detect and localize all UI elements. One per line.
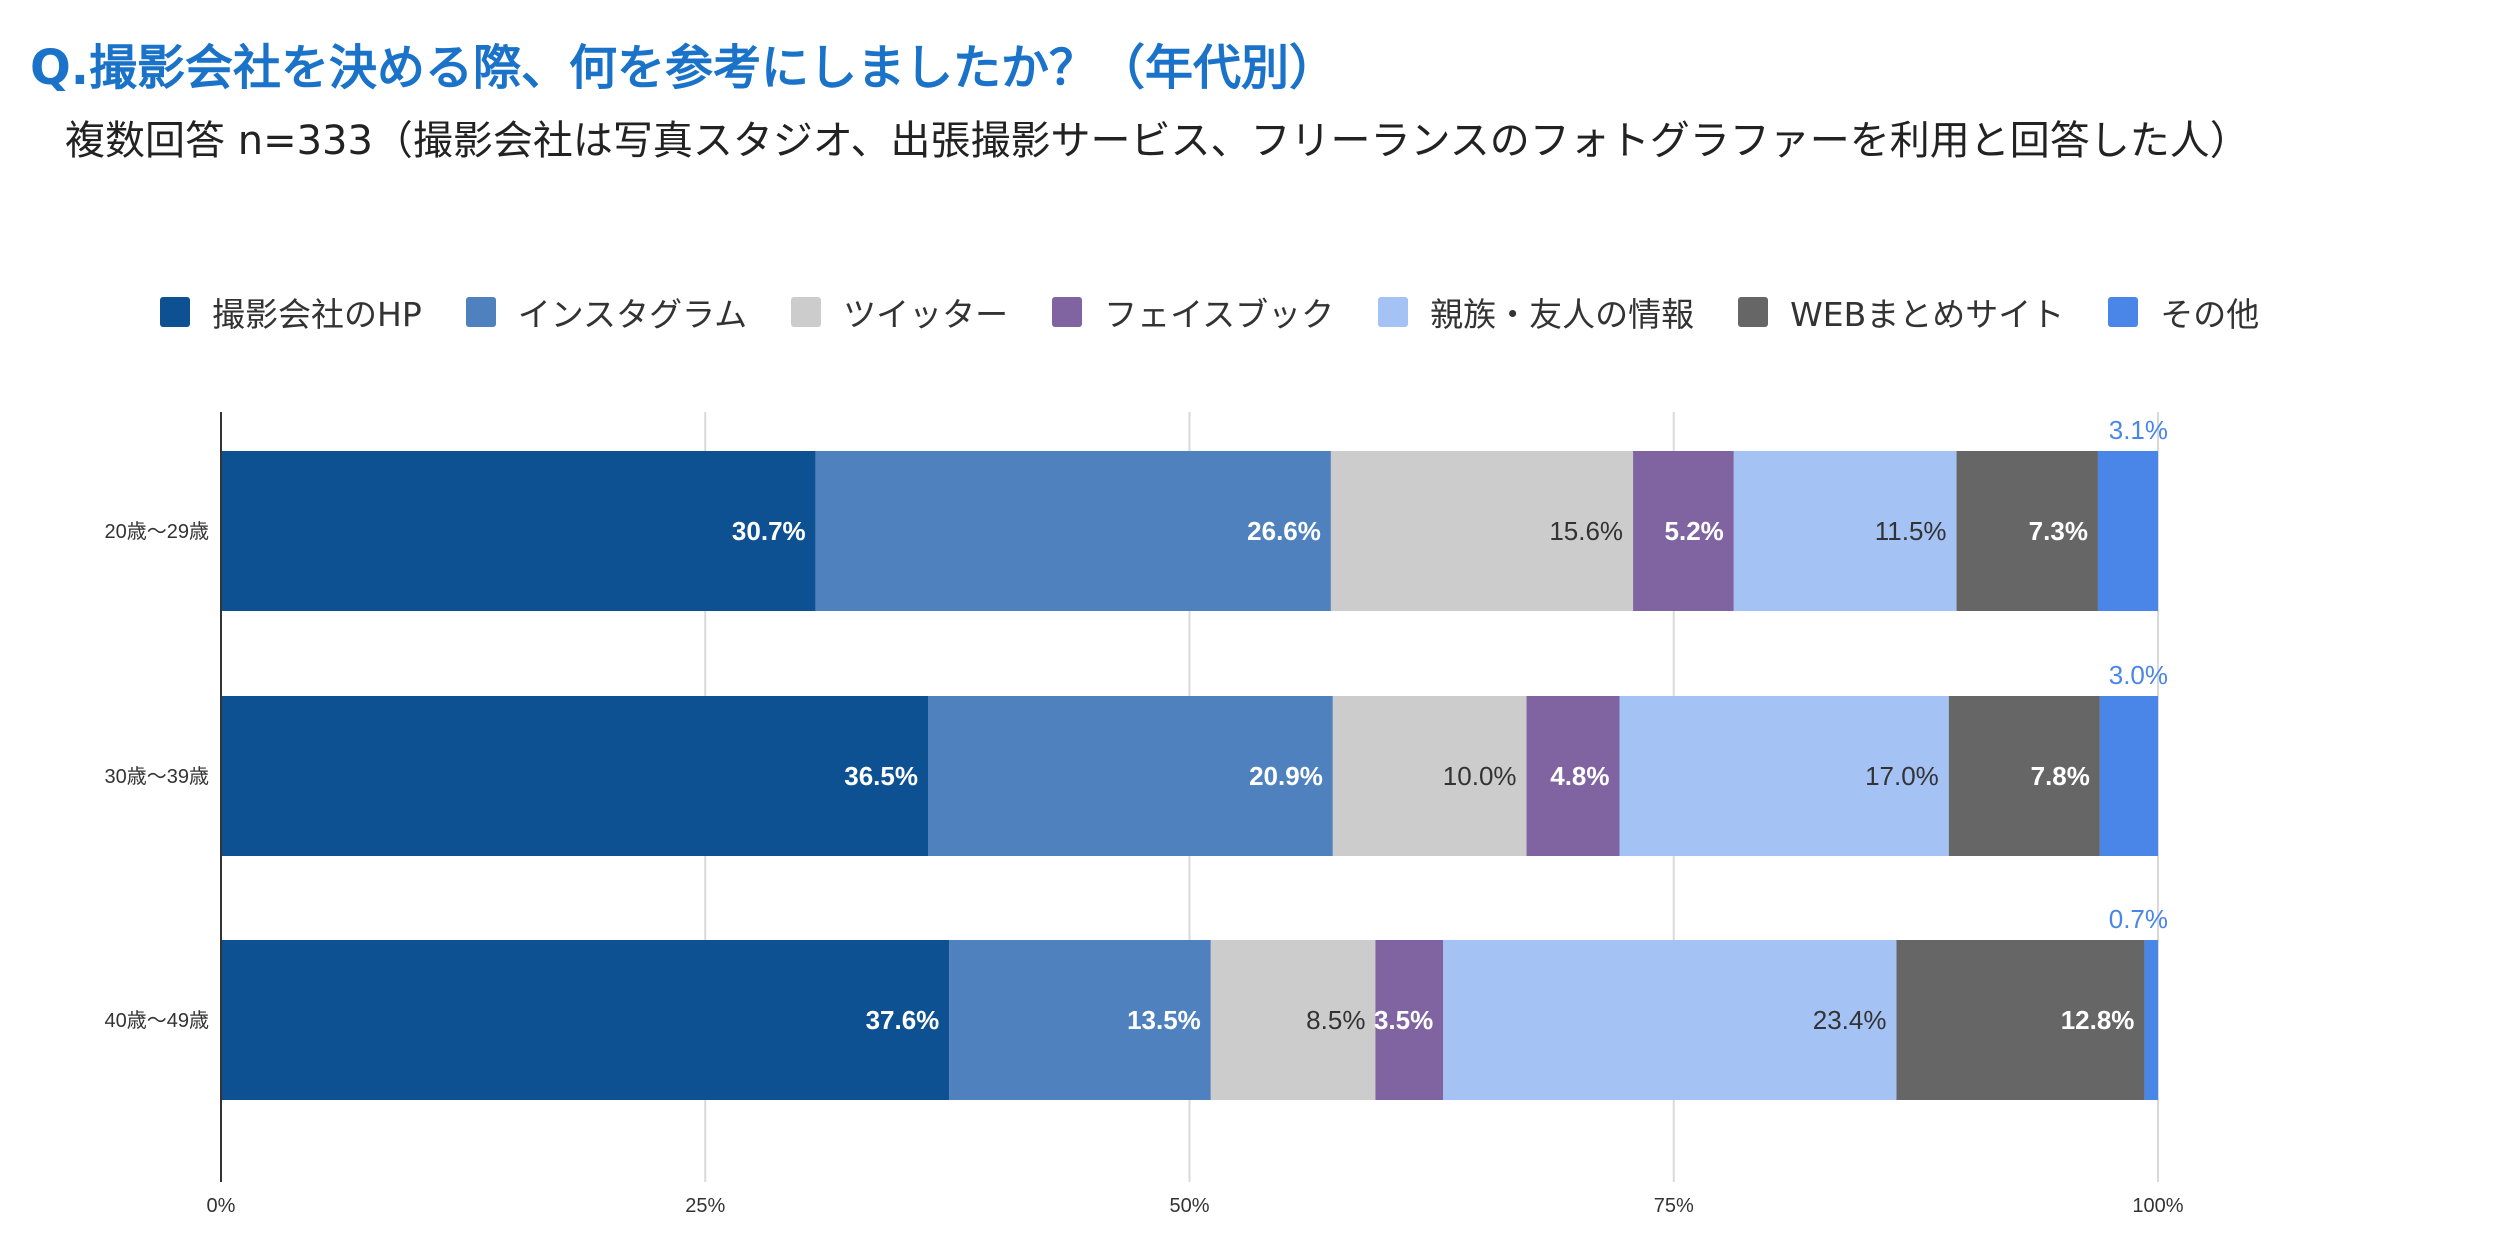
legend-label-family-friends: 親族・友人の情報 [1430,295,1695,334]
data-label: 30.7% [732,516,806,546]
legend-label-twitter: ツイッター [843,295,1009,334]
legend-swatch-web-matome [1738,297,1769,327]
bar-segment [1956,451,2098,611]
bar-segment [1948,696,2100,856]
legend-label-facebook: フェイスブック [1104,295,1335,334]
x-tick-label: 50% [1169,1195,1209,1217]
data-label: 13.5% [1127,1005,1201,1035]
bar-segment [1733,451,1957,611]
legend-swatch-other [2108,297,2139,327]
data-label: 4.8% [1550,761,1609,791]
x-tick-label: 0% [207,1195,236,1217]
bar-segment [1330,451,1634,611]
data-label: 10.0% [1443,761,1517,791]
bar-segment [1332,696,1527,856]
bar-segment [221,696,929,856]
data-label: 12.8% [2061,1005,2135,1035]
legend-item-web-matome: WEBまとめサイト [1738,288,2064,336]
bar-segment [2144,940,2158,1100]
category-label: 30歳〜39歳 [105,765,210,788]
data-label: 17.0% [1865,761,1939,791]
legend: 撮影会社のHP インスタグラム ツイッター フェイスブック 親族・友人の情報 W… [160,288,2303,336]
data-label: 20.9% [1249,761,1323,791]
bar-segment [928,696,1333,856]
data-label: 5.2% [1665,516,1724,546]
bar-segment [1443,940,1897,1100]
bar-segment [2097,451,2158,611]
data-label: 7.3% [2029,516,2088,546]
legend-item-instagram: インスタグラム [465,288,748,336]
bar-segment [1896,940,2145,1100]
legend-swatch-instagram [465,297,496,327]
legend-swatch-twitter [791,297,822,327]
data-label: 37.6% [866,1005,940,1035]
legend-item-twitter: ツイッター [791,288,1008,336]
data-label: 8.5% [1306,1005,1365,1035]
legend-label-instagram: インスタグラム [517,295,748,334]
bar-segment [2099,696,2158,856]
bar-segment [815,451,1331,611]
legend-label-hp: 撮影会社のHP [212,295,422,334]
category-label: 40歳〜49歳 [105,1009,210,1032]
data-label: 23.4% [1813,1005,1887,1035]
legend-swatch-facebook [1052,297,1083,327]
bar-segment [1210,940,1376,1100]
legend-swatch-family-friends [1378,297,1409,327]
chart-title: Q.撮影会社を決める際、何を参考にしましたか？（年代別） [30,40,1338,96]
legend-label-other: その他 [2160,295,2260,334]
data-label: 3.5% [1374,1005,1433,1035]
data-label: 26.6% [1247,516,1321,546]
bar-segment [221,940,950,1100]
x-tick-label: 25% [685,1195,725,1217]
x-tick-label: 100% [2132,1195,2183,1217]
legend-label-web-matome: WEBまとめサイト [1790,295,2065,334]
chart-subtitle: 複数回答 n=333（撮影会社は写真スタジオ、出張撮影サービス、フリーランスのフ… [65,118,2250,164]
data-label: 7.8% [2031,761,2090,791]
bar-segment [1619,696,1949,856]
bar-segment [1375,940,1444,1100]
x-tick-label: 75% [1654,1195,1694,1217]
data-label: 3.0% [2109,660,2168,690]
legend-swatch-hp [160,297,190,327]
bar-segment [221,451,816,611]
data-label: 15.6% [1549,516,1623,546]
data-label: 3.1% [2109,415,2168,445]
legend-item-hp: 撮影会社のHP [160,288,422,336]
bar-segment [1526,696,1620,856]
data-label: 36.5% [844,761,918,791]
data-label: 11.5% [1875,516,1947,546]
legend-item-facebook: フェイスブック [1052,288,1334,336]
legend-item-family-friends: 親族・友人の情報 [1378,288,1694,336]
legend-item-other: その他 [2108,288,2259,336]
bar-segment [949,940,1211,1100]
bar-segment [1633,451,1734,611]
data-label: 0.7% [2109,904,2168,934]
category-label: 20歳〜29歳 [105,520,210,543]
